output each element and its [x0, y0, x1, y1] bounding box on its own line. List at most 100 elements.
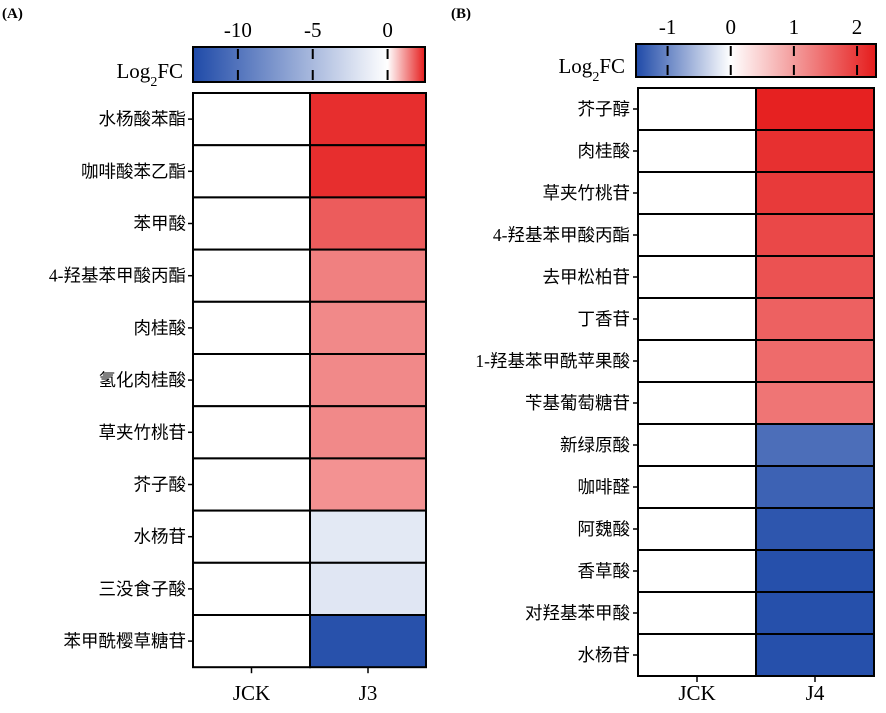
heatmap-cell — [637, 423, 757, 467]
row-label: 氢化肉桂酸 — [99, 370, 187, 390]
row-label: 水杨苷 — [134, 527, 187, 547]
colorbar-tick-label: -1 — [659, 15, 677, 39]
panel-a-heatmap — [192, 92, 427, 669]
row-label: 1-羟基苯甲酰苹果酸 — [475, 351, 630, 371]
row-label: 阿魏酸 — [578, 519, 631, 539]
heatmap-cell — [309, 561, 427, 616]
heatmap-cell — [309, 353, 427, 408]
heatmap-cell — [755, 297, 875, 341]
row-label: 新绿原酸 — [560, 435, 630, 455]
row-label: 草夹竹桃苷 — [543, 183, 631, 203]
row-label: 芥子酸 — [134, 475, 187, 495]
row-label: 香草酸 — [578, 561, 631, 581]
heatmap-cell — [755, 633, 875, 677]
heatmap-cell — [755, 87, 875, 131]
heatmap-cell — [755, 507, 875, 551]
panel-a-colorbar-title: Log2FC — [116, 59, 183, 90]
heatmap-cell — [637, 465, 757, 509]
panel-b-colorbar-title: Log2FC — [558, 54, 625, 85]
heatmap-cell — [755, 381, 875, 425]
row-label: 苄基葡萄糖苷 — [525, 393, 630, 413]
heatmap-cell — [637, 255, 757, 299]
heatmap-cell — [309, 509, 427, 564]
heatmap-cell — [637, 381, 757, 425]
row-label: 三没食子酸 — [99, 579, 187, 599]
row-label: 草夹竹桃苷 — [99, 422, 187, 442]
heatmap-cell — [755, 549, 875, 593]
heatmap-cell — [755, 465, 875, 509]
panel-b-column-labels: JCK J4 — [678, 676, 825, 705]
heatmap-cell — [637, 549, 757, 593]
heatmap-cell — [637, 129, 757, 173]
heatmap-cell — [755, 339, 875, 383]
column-label: JCK — [678, 681, 715, 705]
panel-a-colorbar: Log2FC -10 -5 0 — [116, 18, 426, 90]
heatmap-cell — [192, 196, 311, 251]
heatmap-cell — [192, 509, 311, 564]
heatmap-cell — [637, 171, 757, 215]
panel-a-colorbar-ticks: -10 -5 0 — [224, 18, 393, 80]
heatmap-cell — [755, 129, 875, 173]
heatmap-cell — [192, 457, 311, 512]
heatmap-cell — [192, 561, 311, 616]
column-label: JCK — [233, 681, 270, 705]
heatmap-cell — [309, 300, 427, 355]
heatmap-cell — [637, 591, 757, 635]
heatmap-cell — [755, 213, 875, 257]
panel-b-colorbar-ticks: -1 0 1 2 — [659, 15, 862, 75]
heatmap-cell — [637, 507, 757, 551]
panel-b-colorbar-bar — [635, 43, 877, 78]
heatmap-cell — [309, 92, 427, 147]
colorbar-tick-label: 0 — [382, 18, 393, 42]
colorbar-tick-label: 2 — [852, 15, 863, 39]
heatmap-cell — [637, 339, 757, 383]
heatmap-cell — [192, 92, 311, 147]
row-label: 对羟基苯甲酸 — [525, 603, 630, 623]
panel-b-colorbar: Log2FC -1 0 1 2 — [558, 15, 877, 85]
row-label: 苯甲酰樱草糖苷 — [64, 631, 187, 651]
heatmap-cell — [309, 144, 427, 199]
heatmap-cell — [192, 144, 311, 199]
panel-a-colorbar-bar — [192, 46, 426, 83]
column-label: J3 — [359, 681, 378, 705]
heatmap-cell — [637, 87, 757, 131]
heatmap-cell — [637, 633, 757, 677]
row-label: 咖啡酸苯乙酯 — [81, 161, 186, 181]
row-label: 去甲松柏苷 — [543, 267, 631, 287]
colorbar-tick-label: 1 — [789, 15, 800, 39]
row-label: 4-羟基苯甲酸丙酯 — [493, 225, 630, 245]
heatmap-cell — [192, 300, 311, 355]
panel-b-heatmap — [637, 87, 875, 677]
heatmap-cell — [192, 248, 311, 303]
heatmap-cell — [637, 297, 757, 341]
heatmap-cell — [309, 248, 427, 303]
row-label: 4-羟基苯甲酸丙酯 — [49, 266, 186, 286]
row-label: 咖啡醛 — [578, 477, 631, 497]
heatmap-cell — [755, 423, 875, 467]
heatmap-cell — [192, 614, 311, 669]
column-label: J4 — [806, 681, 825, 705]
heatmap-cell — [309, 405, 427, 460]
row-label: 肉桂酸 — [134, 318, 187, 338]
row-label: 苯甲酸 — [134, 214, 187, 234]
heatmap-cell — [755, 255, 875, 299]
panel-b-label: (B) — [451, 6, 471, 22]
heatmap-cell — [755, 171, 875, 215]
row-label: 芥子醇 — [578, 99, 631, 119]
colorbar-tick-label: 0 — [725, 15, 736, 39]
colorbar-tick-label: -5 — [304, 18, 322, 42]
heatmap-cell — [309, 457, 427, 512]
heatmap-cell — [192, 405, 311, 460]
heatmap-cell — [309, 614, 427, 669]
panel-a-column-labels: JCK J3 — [233, 667, 378, 705]
panel-a-label: (A) — [2, 6, 23, 22]
heatmap-cell — [309, 196, 427, 251]
heatmap-cell — [637, 213, 757, 257]
heatmap-cell — [755, 591, 875, 635]
row-label: 肉桂酸 — [578, 141, 631, 161]
